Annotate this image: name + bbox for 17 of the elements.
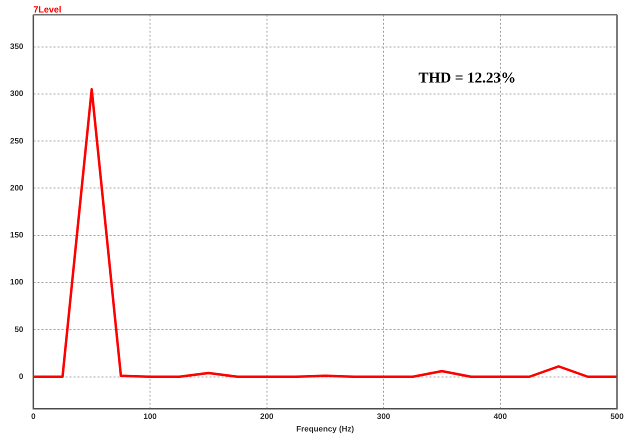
y-tick-label: 350 — [10, 42, 24, 52]
annotation: THD = 12.23% — [418, 70, 516, 87]
x-tick-label: 100 — [143, 412, 158, 421]
x-tick-label: 500 — [610, 412, 624, 421]
y-tick-label: 300 — [10, 89, 24, 98]
y-tick-label: 150 — [10, 230, 24, 240]
x-tick-label: 300 — [376, 412, 391, 421]
y-tick-label: 250 — [10, 136, 24, 146]
x-tick-label: 0 — [31, 412, 36, 421]
y-tick-label: 0 — [18, 372, 24, 381]
x-tick-label: 200 — [260, 412, 274, 421]
y-tick-label: 100 — [10, 278, 24, 287]
y-tick-label: 50 — [14, 324, 24, 334]
x-axis-title: Frequency (Hz) — [296, 424, 354, 434]
x-tick-label: 400 — [494, 412, 508, 421]
y-tick-label: 200 — [10, 183, 24, 192]
y-axis-title: 7Level — [33, 4, 62, 14]
